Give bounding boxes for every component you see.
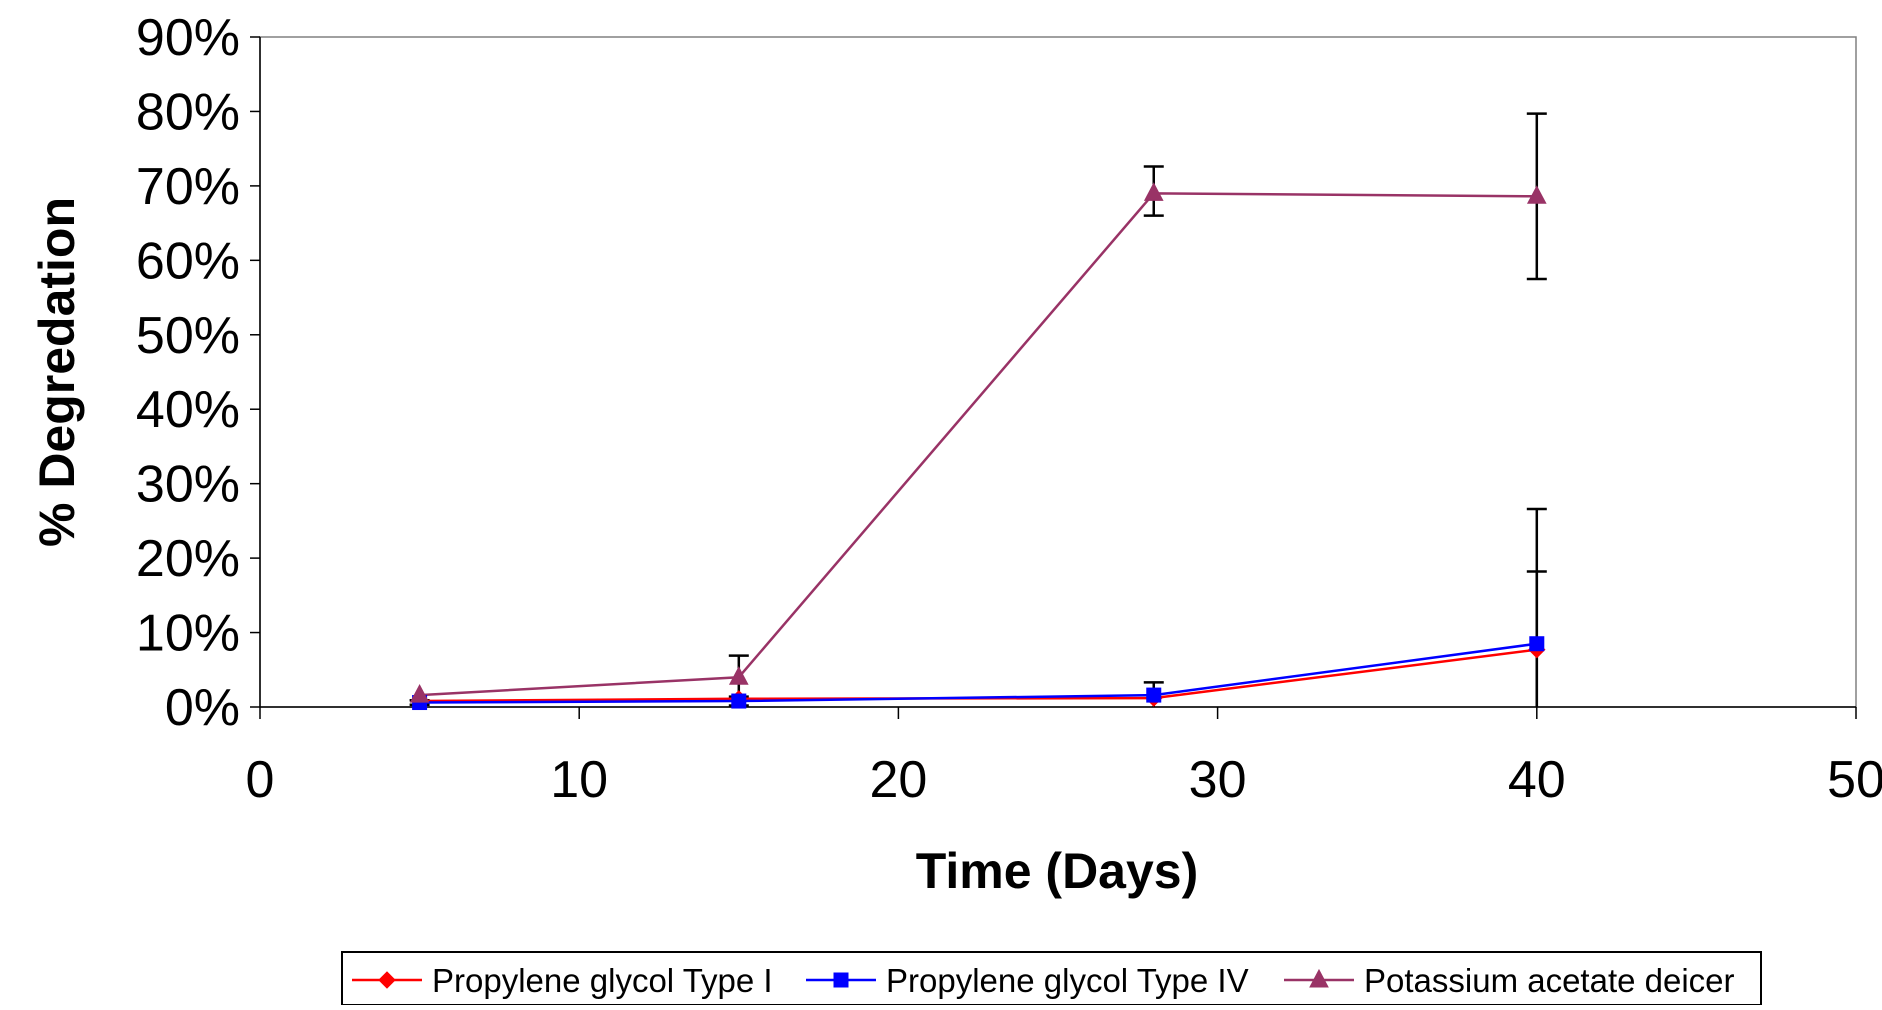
series-line-propylene-glycol-type-iv xyxy=(419,642,1537,704)
series-lines xyxy=(419,192,1537,704)
series-line-potassium-acetate-deicer xyxy=(419,192,1537,697)
x-axis-title: Time (Days) xyxy=(916,843,1199,899)
data-point-potassium-acetate-deicer xyxy=(728,666,749,685)
data-point-propylene-glycol-type-iv xyxy=(1529,636,1545,652)
x-tick-label: 30 xyxy=(1189,751,1247,809)
legend-marker-propylene-glycol-type-i xyxy=(378,971,396,989)
y-tick-label: 0% xyxy=(165,679,240,737)
y-tick-label: 60% xyxy=(136,232,240,290)
x-tick-label: 40 xyxy=(1508,751,1566,809)
series-markers xyxy=(409,182,1547,711)
y-tick-label: 30% xyxy=(136,456,240,514)
series-layer xyxy=(409,112,1547,711)
legend-marker-propylene-glycol-type-iv xyxy=(833,972,849,988)
y-tick-label: 50% xyxy=(136,307,240,365)
legend-item-propylene-glycol-type-i: Propylene glycol Type I xyxy=(352,962,773,999)
error-bars xyxy=(409,112,1547,707)
legend-label: Propylene glycol Type I xyxy=(432,962,773,999)
legend-marker-potassium-acetate-deicer xyxy=(1309,968,1329,988)
y-tick-label: 80% xyxy=(136,83,240,141)
y-axis-title: % Degredation xyxy=(29,197,85,547)
x-tick-label: 10 xyxy=(550,751,608,809)
x-tick-label: 50 xyxy=(1827,751,1882,809)
data-point-potassium-acetate-deicer xyxy=(1143,182,1164,201)
x-tick-label: 20 xyxy=(869,751,927,809)
y-tick-label: 70% xyxy=(136,158,240,216)
legend-label: Potassium acetate deicer xyxy=(1364,962,1735,999)
y-tick-label: 20% xyxy=(136,530,240,588)
y-axis: 0% 10% 20% 30% 40% 50% 60% 70% 80% 90% xyxy=(136,9,261,737)
plot-area-frame xyxy=(259,36,1857,708)
data-point-potassium-acetate-deicer xyxy=(1526,185,1547,204)
data-point-potassium-acetate-deicer xyxy=(409,684,430,703)
y-tick-label: 90% xyxy=(136,9,240,67)
legend: Propylene glycol Type I Propylene glycol … xyxy=(341,951,1762,1006)
data-point-propylene-glycol-type-iv xyxy=(1146,687,1162,703)
legend-box xyxy=(341,951,1762,1006)
data-point-propylene-glycol-type-iv xyxy=(731,693,747,709)
x-tick-label: 0 xyxy=(246,751,275,809)
y-tick-label: 10% xyxy=(136,605,240,663)
legend-label: Propylene glycol Type IV xyxy=(886,962,1249,999)
x-axis: 0 10 20 30 40 50 xyxy=(246,706,1882,809)
legend-item-potassium-acetate-deicer: Potassium acetate deicer xyxy=(1284,962,1735,999)
legend-item-propylene-glycol-type-iv: Propylene glycol Type IV xyxy=(806,962,1249,999)
series-line-propylene-glycol-type-i xyxy=(419,648,1537,703)
y-tick-label: 40% xyxy=(136,381,240,439)
